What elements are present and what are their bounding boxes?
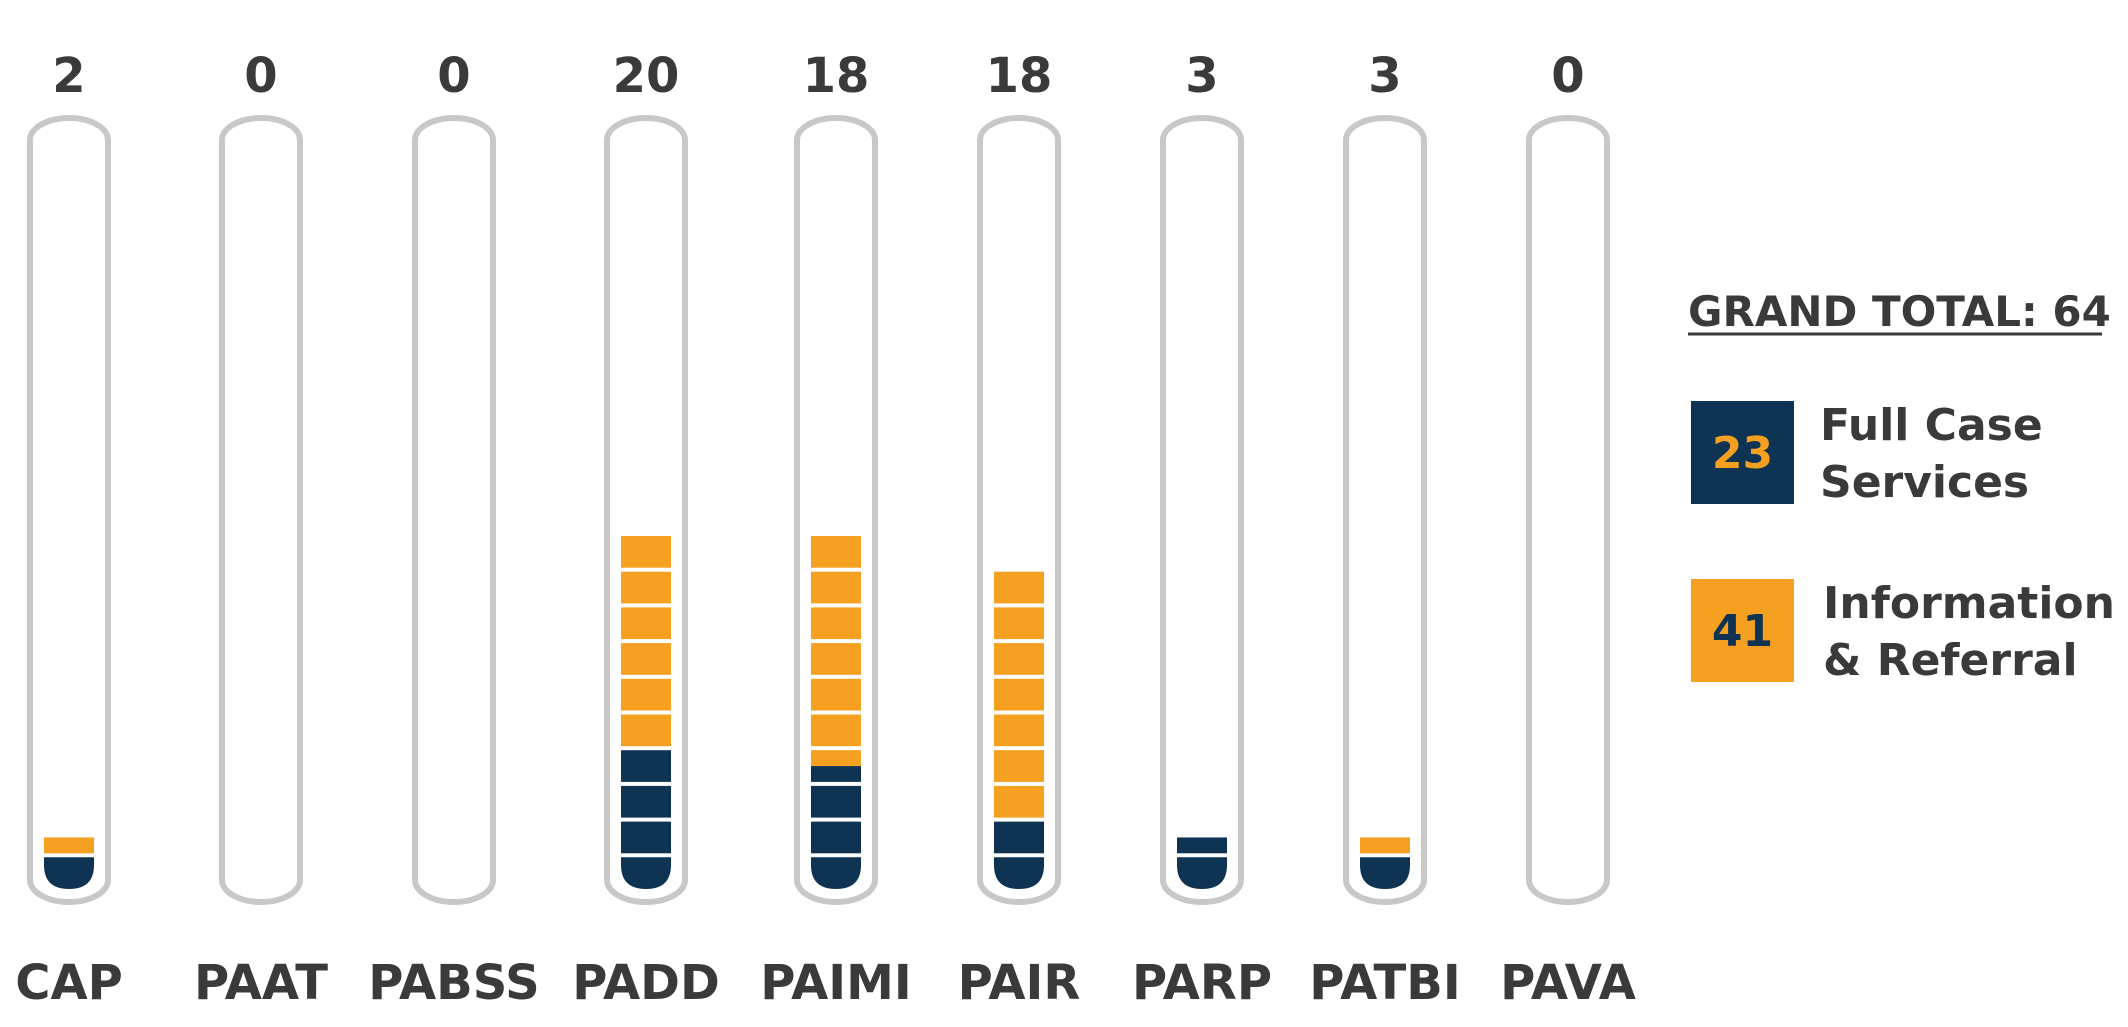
bar-segment-info-referral-padd-9 <box>621 536 671 568</box>
bar-segment-info-referral-pair-7 <box>994 607 1044 640</box>
bar-segment-info-referral-padd-5 <box>621 678 671 711</box>
bar-segment-full-case-parp-0 <box>1177 857 1227 889</box>
bar-segment-full-case-padd-0 <box>621 857 671 889</box>
total-label-cap: 2 <box>52 48 85 104</box>
bar-segment-full-case-paimi-1 <box>811 821 861 854</box>
bar-segment-info-referral-paimi-3 <box>811 750 861 767</box>
bar-segment-info-referral-pair-2 <box>994 785 1044 818</box>
bar-segment-full-case-pair-0 <box>994 857 1044 889</box>
bar-segment-info-referral-paimi-4 <box>811 714 861 747</box>
legend-label-full-case-line2: Services <box>1820 457 2029 508</box>
tube-paimi <box>794 115 878 905</box>
bar-segment-full-case-patbi-0 <box>1360 857 1410 889</box>
bar-segment-info-referral-paimi-8 <box>811 571 861 604</box>
category-label-paat: PAAT <box>194 955 328 1011</box>
category-label-pabss: PABSS <box>368 955 540 1011</box>
bar-segment-info-referral-pair-5 <box>994 678 1044 711</box>
total-label-pava: 0 <box>1551 48 1584 104</box>
bars-layer <box>44 536 1410 889</box>
bar-segment-full-case-cap-0 <box>44 857 94 889</box>
bar-segment-full-case-paimi-3 <box>811 766 861 782</box>
category-label-parp: PARP <box>1132 955 1272 1011</box>
category-label-cap: CAP <box>15 955 123 1011</box>
bar-segment-info-referral-pair-3 <box>994 750 1044 782</box>
tubes-layer <box>27 115 1610 905</box>
tube-padd <box>604 115 688 905</box>
legend-count-full-case: 23 <box>1712 428 1773 479</box>
bar-segment-full-case-padd-1 <box>621 821 671 854</box>
tube-cap <box>27 115 111 905</box>
bar-segment-info-referral-paimi-6 <box>811 643 861 675</box>
bar-segment-info-referral-paimi-5 <box>811 678 861 711</box>
bar-segment-full-case-padd-2 <box>621 785 671 818</box>
total-label-paat: 0 <box>244 48 277 104</box>
tube-pair <box>977 115 1061 905</box>
bar-segment-info-referral-cap-1 <box>44 837 94 854</box>
total-label-paimi: 18 <box>803 48 870 104</box>
bar-segment-info-referral-pair-8 <box>994 571 1044 604</box>
tube-patbi <box>1343 115 1427 905</box>
tube-pabss <box>412 115 496 905</box>
bar-segment-info-referral-padd-7 <box>621 607 671 640</box>
bar-segment-info-referral-pair-6 <box>994 643 1044 675</box>
category-label-pava: PAVA <box>1500 955 1636 1011</box>
total-label-pabss: 0 <box>437 48 470 104</box>
bar-segment-full-case-pair-1 <box>994 821 1044 854</box>
legend-box-full-case <box>1691 401 1794 504</box>
bar-segment-info-referral-patbi-1 <box>1360 837 1410 854</box>
bar-segment-full-case-parp-1 <box>1177 837 1227 854</box>
bar-segment-info-referral-paimi-7 <box>811 607 861 640</box>
tube-pava <box>1526 115 1610 905</box>
bar-segment-full-case-paimi-0 <box>811 857 861 889</box>
category-label-padd: PADD <box>572 955 720 1011</box>
legend-label-info-referral-line2: & Referral <box>1823 635 2078 686</box>
tube-paat <box>219 115 303 905</box>
bar-segment-info-referral-pair-4 <box>994 714 1044 747</box>
total-label-parp: 3 <box>1185 48 1218 104</box>
bar-segment-info-referral-paimi-9 <box>811 536 861 568</box>
category-label-paimi: PAIMI <box>760 955 911 1011</box>
bar-segment-info-referral-padd-6 <box>621 643 671 675</box>
bar-segment-full-case-paimi-2 <box>811 785 861 818</box>
legend-box-info-referral <box>1691 579 1794 682</box>
bar-segment-info-referral-padd-8 <box>621 571 671 604</box>
legend-label-full-case-line1: Full Case <box>1820 400 2043 451</box>
total-label-padd: 20 <box>613 48 680 104</box>
grand-total-label: GRAND TOTAL: 64 <box>1688 287 2111 336</box>
tube-parp <box>1160 115 1244 905</box>
total-label-patbi: 3 <box>1368 48 1401 104</box>
category-label-patbi: PATBI <box>1309 955 1460 1011</box>
category-label-pair: PAIR <box>958 955 1081 1011</box>
labels-layer: CAP PAAT PABSS PADD PAIMI PAIR PARP PATBI PAVA <box>15 955 1636 1011</box>
bar-segment-full-case-padd-3 <box>621 750 671 782</box>
bar-segment-info-referral-padd-4 <box>621 714 671 747</box>
legend-label-info-referral-line1: Information <box>1823 578 2115 629</box>
legend: GRAND TOTAL: 64 23 Full Case Services 41… <box>1688 287 2115 686</box>
totals-layer: 2 0 0 20 18 18 3 3 0 <box>52 48 1584 104</box>
legend-count-info-referral: 41 <box>1712 606 1773 657</box>
total-label-pair: 18 <box>986 48 1053 104</box>
